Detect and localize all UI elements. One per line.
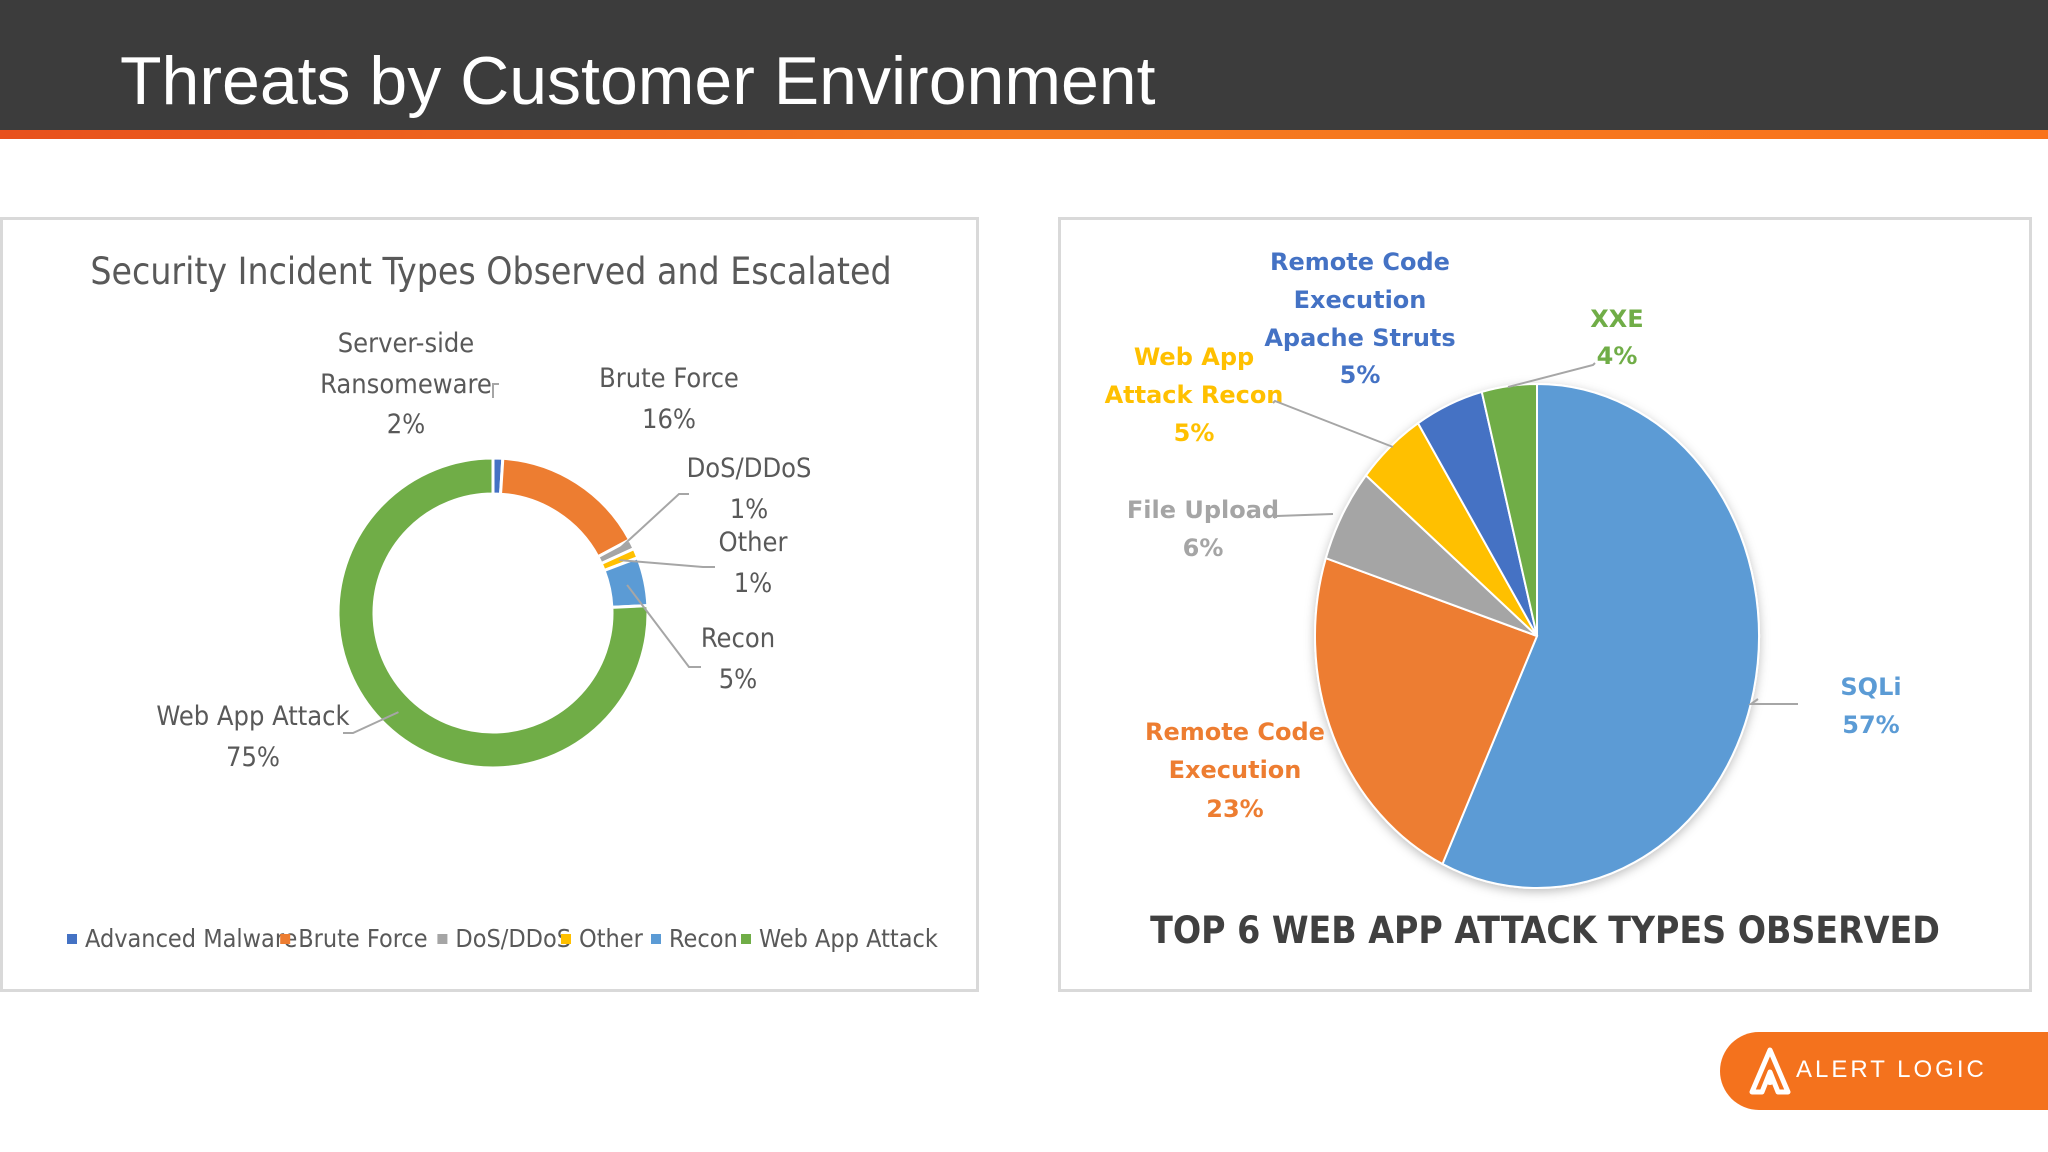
- pct-remote-code-execution-apache-struts: 5%: [1340, 361, 1381, 389]
- pct-web-app-attack: 75%: [226, 742, 280, 773]
- pct-web-app-attack-recon: 5%: [1174, 419, 1215, 447]
- pie-slice-remote-code-execution: [1314, 556, 1539, 866]
- label-other: Other: [719, 527, 788, 558]
- pct-brute-force: 16%: [642, 404, 696, 435]
- legend-label-other: Other: [579, 924, 644, 953]
- legend-label-recon: Recon: [669, 924, 738, 953]
- legend-label-web-app-attack: Web App Attack: [759, 924, 938, 953]
- label-file-upload: File Upload: [1127, 496, 1279, 524]
- label-remote-code-execution-apache-struts: Execution: [1294, 286, 1427, 314]
- donut-chart: Security Incident Types Observed and Esc…: [67, 250, 938, 953]
- label-web-app-attack-recon: Web App: [1134, 343, 1254, 371]
- legend-swatch-dos-ddos: [437, 934, 448, 944]
- label-sqli: SQLi: [1840, 673, 1901, 701]
- legend-label-brute-force: Brute Force: [298, 924, 427, 953]
- logo-text: ALERT LOGIC: [1796, 1056, 1987, 1083]
- label-remote-code-execution: Remote Code: [1145, 718, 1325, 746]
- page-title: Threats by Customer Environment: [120, 43, 1156, 119]
- leader-line-sqli: [1747, 698, 1798, 705]
- label-remote-code-execution-apache-struts: Apache Struts: [1264, 324, 1455, 352]
- legend-swatch-brute-force: [280, 934, 291, 944]
- leader-line-recon: [626, 584, 701, 668]
- leader-line-web-app-attack-recon: [1272, 399, 1394, 448]
- alert-logic-logo-icon: [1749, 1047, 1791, 1095]
- leader-line-other: [619, 559, 715, 568]
- alert-logic-logo: ALERT LOGIC: [1720, 1032, 2048, 1110]
- title-bar: Threats by Customer Environment: [0, 0, 2048, 130]
- leader-line-file-upload: [1273, 513, 1334, 519]
- accent-bar: [0, 130, 2048, 139]
- label-brute-force: Brute Force: [599, 363, 739, 394]
- legend-swatch-other: [561, 934, 571, 944]
- leader-line-dos-ddos: [615, 493, 689, 553]
- label-advanced-malware: Server-side: [338, 328, 474, 359]
- legend-swatch-recon: [651, 934, 661, 944]
- chart-title: Security Incident Types Observed and Esc…: [90, 250, 891, 293]
- legend-label-advanced-malware: Advanced Malware: [85, 924, 297, 953]
- pct-remote-code-execution: 23%: [1206, 795, 1263, 823]
- pct-advanced-malware: 2%: [387, 409, 426, 440]
- legend-swatch-advanced-malware: [67, 934, 77, 944]
- leader-line-web-app-attack: [343, 711, 399, 734]
- pct-file-upload: 6%: [1183, 534, 1224, 562]
- label-remote-code-execution: Execution: [1169, 756, 1302, 784]
- leader-line-advanced-malware: [492, 383, 499, 398]
- pct-recon: 5%: [719, 664, 758, 695]
- pie-slice-sqli: [1441, 382, 1760, 889]
- pie-slices: [1314, 382, 1760, 889]
- leader-line-xxe: [1507, 362, 1596, 388]
- label-remote-code-execution-apache-struts: Remote Code: [1270, 248, 1450, 276]
- label-recon: Recon: [701, 623, 775, 654]
- label-xxe: XXE: [1590, 305, 1643, 333]
- pct-dos-ddos: 1%: [730, 494, 769, 525]
- pie-chart: SQLi 57% Remote Code Execution 23% File Uploa…: [1105, 248, 1940, 952]
- legend-swatch-web-app-attack: [741, 934, 751, 944]
- label-dos-ddos: DoS/DDoS: [687, 453, 812, 484]
- label-web-app-attack-recon: Attack Recon: [1105, 381, 1284, 409]
- pct-xxe: 4%: [1597, 342, 1638, 370]
- chart-title: TOP 6 WEB APP ATTACK TYPES OBSERVED: [1150, 909, 1940, 952]
- donut-slice-web-app-attack: [336, 456, 650, 770]
- legend-label-dos-ddos: DoS/DDoS: [455, 924, 571, 953]
- label-advanced-malware: Ransomeware: [320, 369, 492, 400]
- donut-chart-panel: Security Incident Types Observed and Esc…: [0, 217, 979, 992]
- donut-slice-brute-force: [498, 456, 632, 559]
- pct-sqli: 57%: [1842, 711, 1899, 739]
- pct-other: 1%: [734, 568, 773, 599]
- label-web-app-attack: Web App Attack: [156, 701, 349, 732]
- pie-chart-panel: SQLi 57% Remote Code Execution 23% File Uploa…: [1058, 217, 2032, 992]
